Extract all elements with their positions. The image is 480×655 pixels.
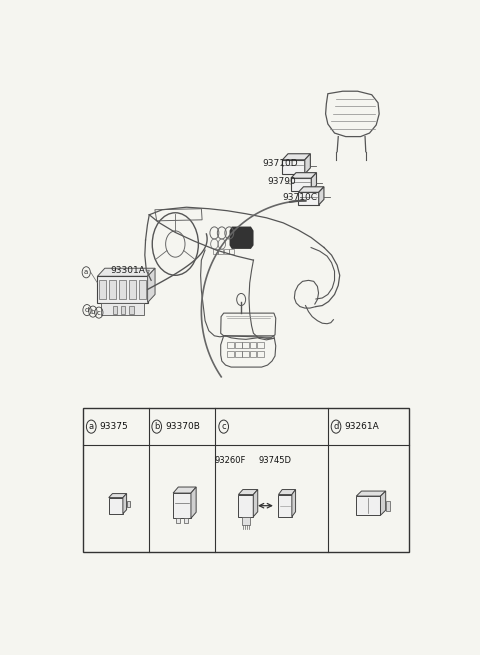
Text: 93710D: 93710D <box>263 159 299 168</box>
Polygon shape <box>101 303 144 315</box>
Polygon shape <box>292 489 296 517</box>
Polygon shape <box>291 173 316 178</box>
Polygon shape <box>109 494 127 498</box>
Polygon shape <box>356 496 381 515</box>
Text: a: a <box>89 422 94 431</box>
Text: b: b <box>91 309 95 314</box>
FancyBboxPatch shape <box>129 280 136 299</box>
Polygon shape <box>109 498 123 514</box>
Polygon shape <box>239 489 258 495</box>
Polygon shape <box>97 276 148 303</box>
Polygon shape <box>356 491 386 496</box>
Text: c: c <box>221 422 226 431</box>
Polygon shape <box>173 493 191 518</box>
Polygon shape <box>191 487 196 518</box>
Polygon shape <box>319 187 324 205</box>
Polygon shape <box>298 193 319 205</box>
Polygon shape <box>305 154 311 174</box>
Polygon shape <box>148 269 155 303</box>
Text: 93261A: 93261A <box>345 422 379 431</box>
Text: b: b <box>154 422 159 431</box>
Polygon shape <box>173 487 196 493</box>
Polygon shape <box>184 518 188 523</box>
Polygon shape <box>127 500 130 507</box>
Text: c: c <box>97 310 101 316</box>
Text: a: a <box>84 269 88 275</box>
Polygon shape <box>230 227 252 248</box>
Text: 93260F: 93260F <box>215 456 246 465</box>
Polygon shape <box>177 518 180 523</box>
Text: 93790: 93790 <box>267 178 296 187</box>
Text: d: d <box>85 307 89 313</box>
Polygon shape <box>291 178 312 191</box>
Text: 93301A: 93301A <box>110 266 145 274</box>
Polygon shape <box>381 491 386 515</box>
Polygon shape <box>253 489 258 517</box>
FancyBboxPatch shape <box>121 306 125 314</box>
FancyBboxPatch shape <box>242 517 250 525</box>
Polygon shape <box>278 495 292 517</box>
Polygon shape <box>312 173 316 191</box>
Polygon shape <box>298 187 324 193</box>
Text: 93745D: 93745D <box>259 456 291 465</box>
FancyBboxPatch shape <box>99 280 106 299</box>
Polygon shape <box>282 160 305 174</box>
Polygon shape <box>239 495 253 517</box>
Text: 93370B: 93370B <box>165 422 200 431</box>
FancyBboxPatch shape <box>119 280 126 299</box>
Polygon shape <box>278 489 296 495</box>
FancyBboxPatch shape <box>386 500 390 511</box>
Polygon shape <box>282 154 311 160</box>
Polygon shape <box>97 269 155 276</box>
Text: 93710C: 93710C <box>282 193 317 202</box>
FancyBboxPatch shape <box>109 280 116 299</box>
FancyBboxPatch shape <box>129 306 133 314</box>
Polygon shape <box>123 494 127 514</box>
FancyBboxPatch shape <box>139 280 146 299</box>
Text: d: d <box>333 422 339 431</box>
FancyBboxPatch shape <box>113 306 117 314</box>
Text: 93375: 93375 <box>100 422 129 431</box>
